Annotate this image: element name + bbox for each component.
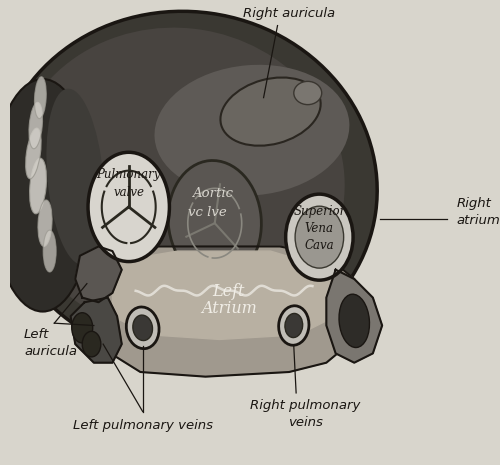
Text: Right auricula: Right auricula xyxy=(243,7,335,20)
Ellipse shape xyxy=(220,78,320,146)
Ellipse shape xyxy=(82,331,101,357)
Text: Left: Left xyxy=(212,283,245,300)
Ellipse shape xyxy=(34,77,46,119)
Text: Pulmonary: Pulmonary xyxy=(96,168,161,181)
Ellipse shape xyxy=(294,81,322,105)
Ellipse shape xyxy=(295,206,344,268)
Ellipse shape xyxy=(0,79,94,312)
Text: Right: Right xyxy=(456,197,492,210)
Ellipse shape xyxy=(286,194,353,280)
Ellipse shape xyxy=(46,89,104,265)
Ellipse shape xyxy=(38,200,52,246)
Polygon shape xyxy=(75,246,122,302)
Ellipse shape xyxy=(154,65,350,196)
Text: Atrium: Atrium xyxy=(201,300,256,317)
Text: Cava: Cava xyxy=(304,239,334,252)
Ellipse shape xyxy=(72,313,92,343)
Ellipse shape xyxy=(133,315,152,340)
Ellipse shape xyxy=(285,313,302,338)
Ellipse shape xyxy=(88,153,170,261)
Text: Right pulmonary: Right pulmonary xyxy=(250,399,360,412)
Ellipse shape xyxy=(30,158,46,214)
Polygon shape xyxy=(70,298,122,363)
Text: vc lve: vc lve xyxy=(188,206,227,219)
Text: Left pulmonary veins: Left pulmonary veins xyxy=(72,418,212,432)
Ellipse shape xyxy=(0,11,377,361)
Ellipse shape xyxy=(278,306,309,345)
Ellipse shape xyxy=(126,307,159,349)
Ellipse shape xyxy=(43,230,56,272)
Ellipse shape xyxy=(29,102,42,149)
Text: veins: veins xyxy=(288,416,323,429)
Polygon shape xyxy=(94,246,363,377)
Polygon shape xyxy=(112,251,345,339)
Ellipse shape xyxy=(26,128,41,179)
Ellipse shape xyxy=(168,160,262,281)
Text: Superior: Superior xyxy=(293,205,346,218)
Ellipse shape xyxy=(339,294,370,347)
Ellipse shape xyxy=(10,27,344,335)
Polygon shape xyxy=(326,270,382,363)
Text: auricula: auricula xyxy=(24,345,77,358)
Text: valve: valve xyxy=(113,186,144,199)
Text: atrium: atrium xyxy=(456,214,500,227)
Text: Aortic: Aortic xyxy=(192,187,233,200)
Text: Vena: Vena xyxy=(305,222,334,235)
Text: Left: Left xyxy=(24,328,50,341)
